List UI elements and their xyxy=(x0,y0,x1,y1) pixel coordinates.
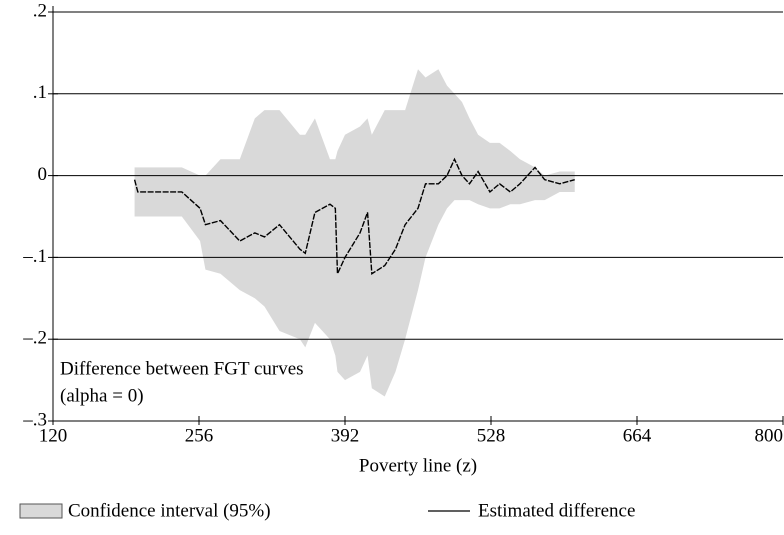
legend-swatch xyxy=(19,503,63,519)
x-tick-label: 120 xyxy=(39,425,68,446)
confidence-band xyxy=(134,69,575,397)
y-tick-label: –.1 xyxy=(22,246,47,267)
x-tick-label: 392 xyxy=(331,425,360,446)
annotation: Difference between FGT curves xyxy=(60,358,304,379)
annotation: (alpha = 0) xyxy=(60,385,144,406)
x-tick-label: 664 xyxy=(623,425,652,446)
y-tick-label: .1 xyxy=(33,82,47,103)
x-tick-label: 528 xyxy=(477,425,506,446)
legend-label: Confidence interval (95%) xyxy=(68,500,271,521)
x-tick-label: 256 xyxy=(185,425,214,446)
x-axis-label: Poverty line (z) xyxy=(359,455,477,476)
legend-label: Estimated difference xyxy=(478,500,635,521)
y-tick-label: .2 xyxy=(33,0,47,21)
line xyxy=(133,157,575,275)
y-tick-label: 0 xyxy=(38,164,48,185)
y-tick-label: –.3 xyxy=(22,409,47,430)
x-tick-label: 800 xyxy=(755,425,784,446)
y-tick-label: –.2 xyxy=(22,328,47,349)
